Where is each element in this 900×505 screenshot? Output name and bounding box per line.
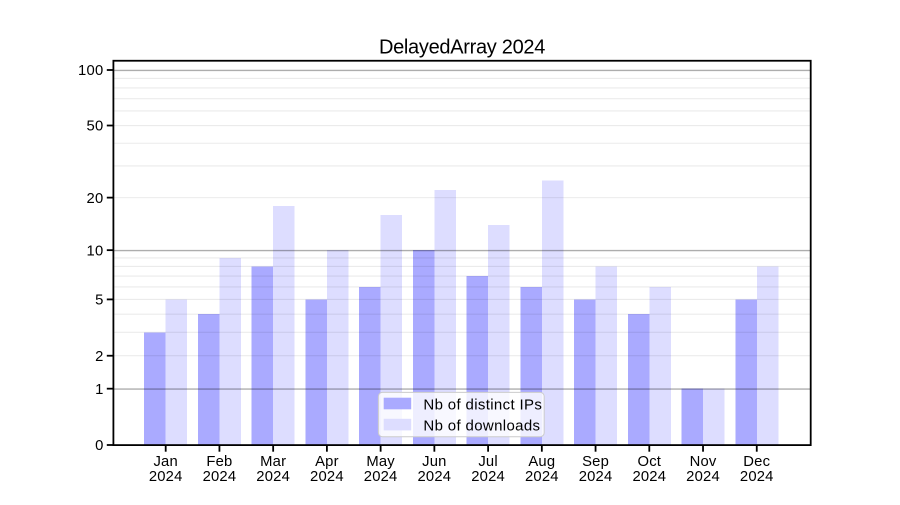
svg-text:2024: 2024 [364,469,398,485]
svg-text:2024: 2024 [149,469,183,485]
svg-text:Dec: Dec [743,454,770,470]
svg-text:Nb of downloads: Nb of downloads [423,418,540,435]
svg-text:2024: 2024 [525,469,559,485]
svg-text:2024: 2024 [579,469,613,485]
svg-text:Nb of distinct IPs: Nb of distinct IPs [423,396,542,413]
svg-text:Mar: Mar [260,454,286,470]
svg-text:Jun: Jun [422,454,446,470]
svg-text:Nov: Nov [690,454,717,470]
svg-text:2024: 2024 [256,469,290,485]
svg-text:Sep: Sep [582,454,609,470]
svg-text:2024: 2024 [418,469,452,485]
svg-text:5: 5 [95,293,104,309]
svg-text:Jan: Jan [153,454,177,470]
svg-text:2024: 2024 [310,469,344,485]
svg-text:20: 20 [87,191,104,207]
svg-text:0: 0 [95,438,104,454]
svg-text:2024: 2024 [471,469,505,485]
svg-text:10: 10 [87,243,104,259]
svg-text:2: 2 [95,349,104,365]
svg-text:2024: 2024 [686,469,720,485]
svg-text:50: 50 [87,119,104,135]
svg-text:May: May [366,454,395,470]
svg-text:Feb: Feb [206,454,232,470]
svg-text:2024: 2024 [203,469,237,485]
svg-text:Apr: Apr [315,454,339,470]
svg-text:Jul: Jul [478,454,498,470]
svg-text:1: 1 [95,382,104,398]
svg-text:100: 100 [78,63,104,79]
svg-text:DelayedArray 2024: DelayedArray 2024 [379,36,545,58]
svg-text:Oct: Oct [637,454,661,470]
svg-text:2024: 2024 [632,469,666,485]
svg-text:Aug: Aug [528,454,555,470]
svg-text:2024: 2024 [740,469,774,485]
